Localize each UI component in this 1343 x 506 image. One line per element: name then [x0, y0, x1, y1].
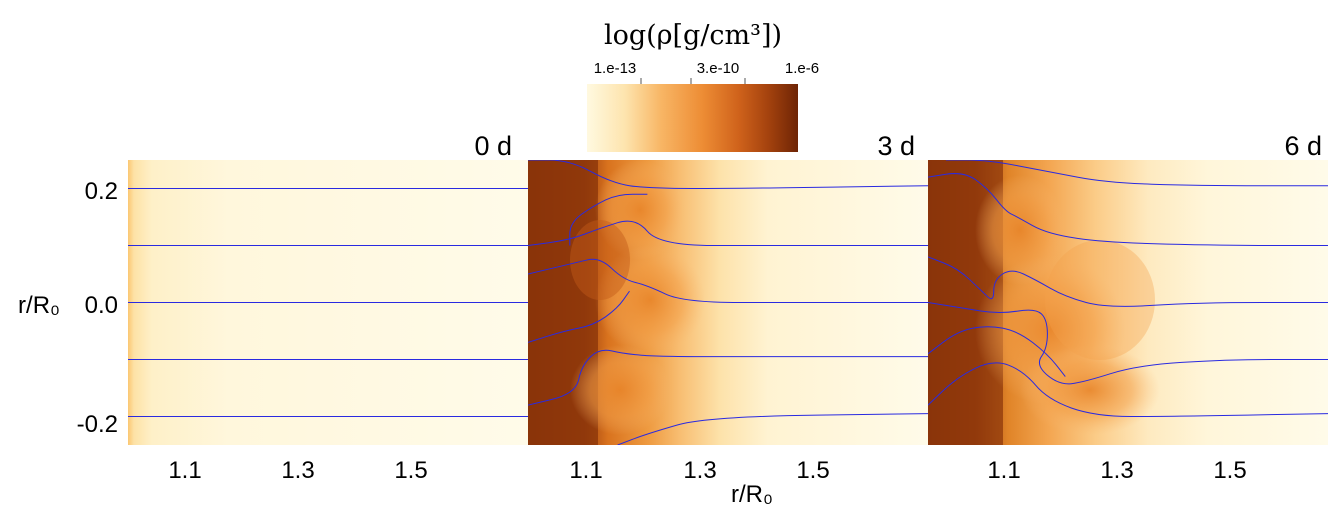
streamline [569, 193, 648, 246]
colorbar-title: log(ρ[g/cm³]) [604, 20, 782, 51]
density-structures [528, 160, 705, 445]
streamline [928, 362, 1328, 418]
panel-6d: 6 d [928, 131, 1328, 445]
x-tick-label: 1.3 [683, 457, 716, 484]
streamline [528, 258, 928, 304]
streamline [928, 256, 1328, 307]
y-axis-label: r/R₀ [18, 292, 60, 319]
streamline [528, 160, 928, 190]
y-tick-label: 0.0 [85, 292, 118, 319]
streamline [528, 220, 928, 247]
streamline [528, 349, 928, 406]
x-tick-label: 1.3 [281, 457, 314, 484]
streamlines [928, 160, 1328, 418]
streamline [617, 413, 928, 445]
panel-time-label: 6 d [1284, 131, 1322, 161]
panel-3d: 3 d [528, 131, 928, 445]
panel-time-label: 0 d [474, 131, 512, 161]
x-tick-label: 1.5 [394, 457, 427, 484]
streamline [945, 160, 1328, 187]
x-tick-label: 1.5 [796, 457, 829, 484]
panel-0d: 0 d [128, 131, 528, 445]
panel-time-label: 3 d [877, 131, 915, 161]
x-tick-label: 1.3 [1100, 457, 1133, 484]
x-tick-label: 1.1 [569, 457, 602, 484]
colorbar-tick-label: 1.e-6 [785, 60, 819, 77]
streamline [528, 290, 630, 343]
density-structures [928, 160, 1160, 445]
x-tick-label: 1.1 [168, 457, 201, 484]
x-axis-6d: 1.1 1.3 1.5 [987, 457, 1246, 484]
x-axis-0d: 1.1 1.3 1.5 [168, 457, 427, 484]
streamline [928, 173, 1328, 246]
x-tick-label: 1.5 [1213, 457, 1246, 484]
colorbar-tick-label: 3.e-10 [697, 60, 740, 77]
colorbar-gradient [587, 84, 798, 152]
x-axis-label: r/R₀ [731, 481, 773, 506]
colorbar: log(ρ[g/cm³]) 1.e-13 3.e-10 1.e-6 [587, 20, 819, 152]
streamline [928, 326, 1066, 377]
streamlines [128, 187, 528, 418]
x-tick-label: 1.1 [987, 457, 1020, 484]
y-tick-label: 0.2 [85, 178, 118, 205]
y-axis: 0.2 0.0 -0.2 r/R₀ [18, 178, 118, 438]
x-axis-3d: 1.1 1.3 1.5 r/R₀ [569, 457, 829, 506]
y-tick-label: -0.2 [77, 411, 118, 438]
streamlines [528, 160, 928, 445]
colorbar-tick-label: 1.e-13 [594, 60, 637, 77]
